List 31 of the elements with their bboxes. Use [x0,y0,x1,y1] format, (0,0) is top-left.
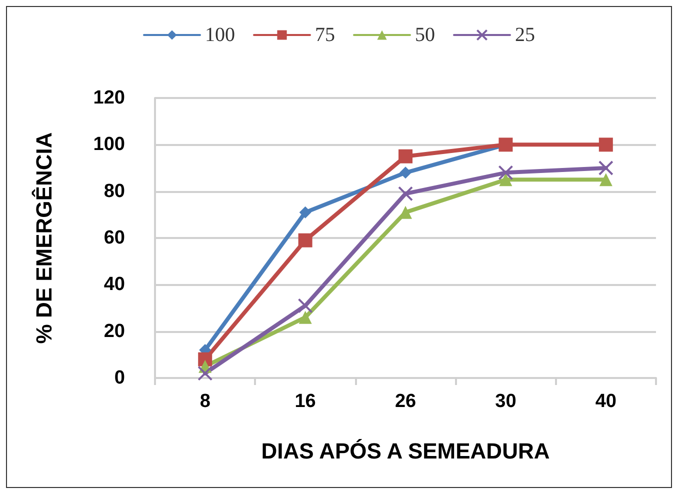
y-tick-label: 0 [114,368,125,388]
point [398,149,412,164]
x-tick-label: 40 [595,391,616,412]
x-tick-label: 8 [200,391,210,412]
point [598,160,614,176]
x-tick-label: 26 [394,391,416,412]
point [298,298,313,314]
point [398,186,413,202]
legend-label: 75 [315,24,335,46]
x-axis-title: DIAS APÓS A SEMEADURA [261,438,550,464]
point [599,173,612,186]
y-tick-label: 20 [104,320,125,342]
y-tick-label: 120 [93,88,125,108]
point [298,233,312,248]
point [299,206,312,218]
point [298,310,312,324]
legend-label: 100 [205,24,235,46]
y-tick-label: 100 [93,134,125,156]
point [400,166,412,179]
point [198,366,213,381]
y-tick-label: 60 [104,228,125,248]
legend-label: 25 [515,24,535,46]
x-tick-label: 16 [294,391,316,412]
point [499,173,512,186]
point [598,138,613,152]
point [498,165,514,180]
y-axis-title: % DE EMERGÊNCIA [32,132,56,344]
y-tick-label: 40 [104,274,125,296]
x-tick-label: 30 [495,391,516,412]
y-tick-label: 80 [104,180,125,202]
legend-label: 50 [415,24,435,46]
